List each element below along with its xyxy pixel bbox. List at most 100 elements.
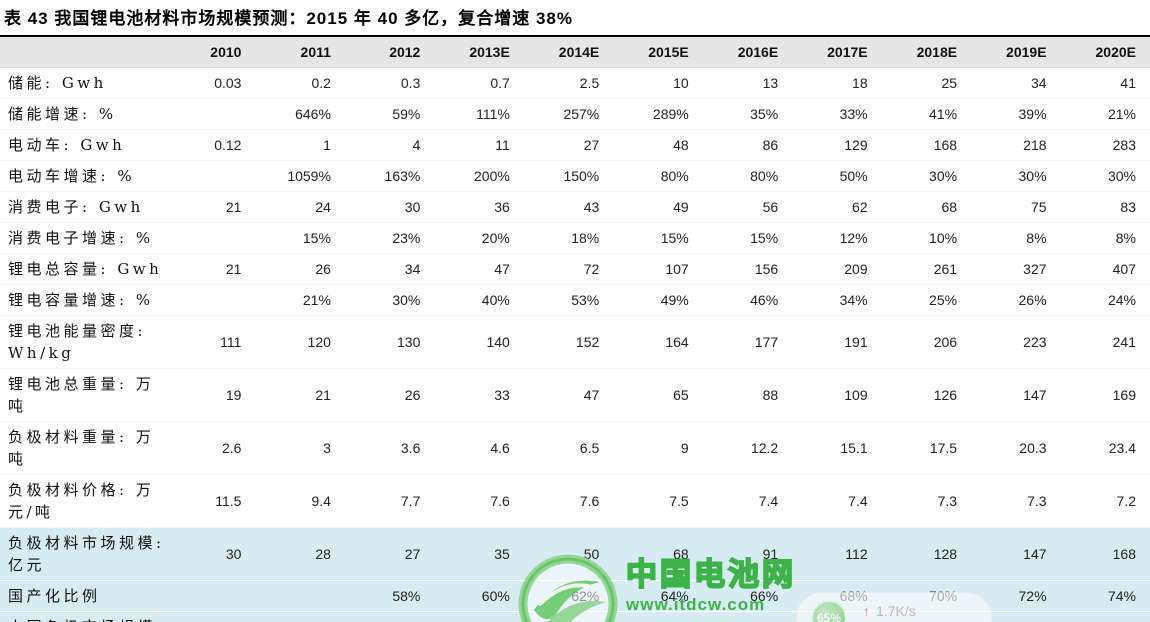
- table-cell: 64%: [613, 580, 703, 612]
- table-cell: 128: [881, 527, 972, 581]
- table-cell: 72: [523, 253, 614, 285]
- row-label: 国产化比例: [0, 580, 166, 612]
- table-cell: 4.6: [434, 421, 524, 475]
- table-cell: 46%: [702, 284, 793, 316]
- table-cell: 41%: [881, 98, 972, 130]
- table-row: 消费电子: Gwh 21 24 30 36 43 49 56 62 68 75 83: [0, 191, 1150, 223]
- table-cell: 7.2: [1060, 474, 1150, 528]
- table-cell: 21%: [1060, 98, 1150, 130]
- column-header: 2010: [166, 36, 256, 68]
- table-cell: 34: [971, 67, 1061, 99]
- table-cell: [166, 284, 256, 316]
- table-row: 储能: Gwh 0.03 0.2 0.3 0.7 2.5 10 13 18 25 34 41: [0, 67, 1150, 99]
- table-cell: 88: [702, 368, 793, 422]
- table-cell: 25: [881, 67, 972, 99]
- row-label: 负极材料重量: 万吨: [0, 421, 166, 475]
- table-cell: 7.6: [523, 474, 614, 528]
- table-cell: 223: [971, 315, 1061, 369]
- table-cell: 83: [1060, 191, 1150, 223]
- table-cell: 283: [1060, 129, 1150, 161]
- table-cell: 16: [344, 611, 435, 622]
- table-cell: 11.5: [166, 474, 256, 528]
- table-cell: 4: [344, 129, 435, 161]
- column-header: 2019E: [971, 36, 1061, 68]
- row-label: 锂电容量增速: %: [0, 284, 166, 316]
- table-cell: 47: [523, 368, 614, 422]
- table-cell: 27: [344, 527, 435, 581]
- table-cell: 49: [613, 191, 703, 223]
- column-header: 2015E: [613, 36, 703, 68]
- table-cell: 327: [971, 253, 1061, 285]
- table-cell: 177: [702, 315, 793, 369]
- table-cell: 257%: [523, 98, 614, 130]
- row-label: 储能: Gwh: [0, 67, 166, 99]
- table-cell: 7.3: [971, 474, 1061, 528]
- table-cell: 7.4: [702, 474, 793, 528]
- table-cell: 53%: [523, 284, 614, 316]
- table-cell: 8%: [971, 222, 1061, 254]
- table-cell: 17.5: [881, 421, 972, 475]
- table-cell: 150%: [523, 160, 614, 192]
- table-cell: 24%: [1060, 284, 1150, 316]
- row-label: 电动车: Gwh: [0, 129, 166, 161]
- row-label: 负极材料市场规模: 亿元: [0, 527, 166, 581]
- table-cell: 241: [1060, 315, 1150, 369]
- table-cell: 13: [702, 67, 793, 99]
- table-cell: 33: [434, 368, 524, 422]
- table-cell: 80%: [702, 160, 793, 192]
- table-cell: 11: [434, 129, 524, 161]
- table-cell: 21: [255, 368, 345, 422]
- column-header: 2012: [344, 36, 435, 68]
- table-cell: 26%: [971, 284, 1061, 316]
- table-cell: 10: [613, 67, 703, 99]
- table-cell: 289%: [613, 98, 703, 130]
- table-cell: 7.7: [344, 474, 435, 528]
- table-row: 锂电总容量: Gwh 21 26 34 47 72 107 156 209 261 327 407: [0, 253, 1150, 285]
- table-cell: 60: [702, 611, 793, 622]
- table-cell: 109: [792, 368, 882, 422]
- table-cell: 21: [434, 611, 524, 622]
- row-label: 负极材料价格: 万元/吨: [0, 474, 166, 528]
- table-cell: 209: [792, 253, 882, 285]
- table-row: 锂电池总重量: 万吨 19 21 26 33 47 65 88 109 126 147 169: [0, 368, 1150, 422]
- table-cell: 21: [166, 191, 256, 223]
- column-header-blank: [0, 36, 166, 68]
- table-cell: [166, 580, 256, 612]
- table-cell: 18: [792, 67, 882, 99]
- row-label: 锂电池能量密度: Wh/kg: [0, 315, 166, 369]
- table-cell: 91: [702, 527, 793, 581]
- table-cell: 111: [166, 315, 256, 369]
- table-cell: 48: [613, 129, 703, 161]
- table-cell: 7.5: [613, 474, 703, 528]
- table-cell: 147: [971, 368, 1061, 422]
- table-cell: 26: [344, 368, 435, 422]
- table-cell: 152: [523, 315, 614, 369]
- row-label: 中国负极市场规模: 亿元: [0, 611, 166, 622]
- table-cell: 80%: [613, 160, 703, 192]
- table-cell: 75: [971, 191, 1061, 223]
- table-cell: 30%: [344, 284, 435, 316]
- table-cell: 30%: [881, 160, 972, 192]
- column-header: 2013E: [434, 36, 524, 68]
- table-cell: 50: [523, 527, 614, 581]
- table-cell: 125: [1060, 611, 1150, 622]
- table-cell: 23%: [344, 222, 435, 254]
- progress-circle: 65%: [811, 600, 847, 622]
- forecast-table: 2010 2011 2012 2013E 2014E 2015E 2016E 2017E 201…: [0, 35, 1150, 622]
- table-row: 负极材料重量: 万吨 2.6 3 3.6 4.6 6.5 9 12.2 15.1 17.5 20.3…: [0, 421, 1150, 475]
- table-cell: 27: [523, 129, 614, 161]
- table-cell: 112: [792, 527, 882, 581]
- table-cell: 261: [881, 253, 972, 285]
- table-row: 电动车增速: % 1059% 163% 200% 150% 80% 80% 50% 30% 30%…: [0, 160, 1150, 192]
- table-cell: 62: [792, 191, 882, 223]
- table-cell: 126: [881, 368, 972, 422]
- table-cell: 56: [702, 191, 793, 223]
- table-cell: 646%: [255, 98, 345, 130]
- row-label: 锂电池总重量: 万吨: [0, 368, 166, 422]
- table-cell: 39%: [971, 98, 1061, 130]
- table-cell: 86: [702, 129, 793, 161]
- table-cell: 30%: [1060, 160, 1150, 192]
- table-title: 表 43 我国锂电池材料市场规模预测：2015 年 40 多亿，复合增速 38%: [4, 9, 573, 28]
- table-cell: 130: [344, 315, 435, 369]
- column-header: 2018E: [881, 36, 972, 68]
